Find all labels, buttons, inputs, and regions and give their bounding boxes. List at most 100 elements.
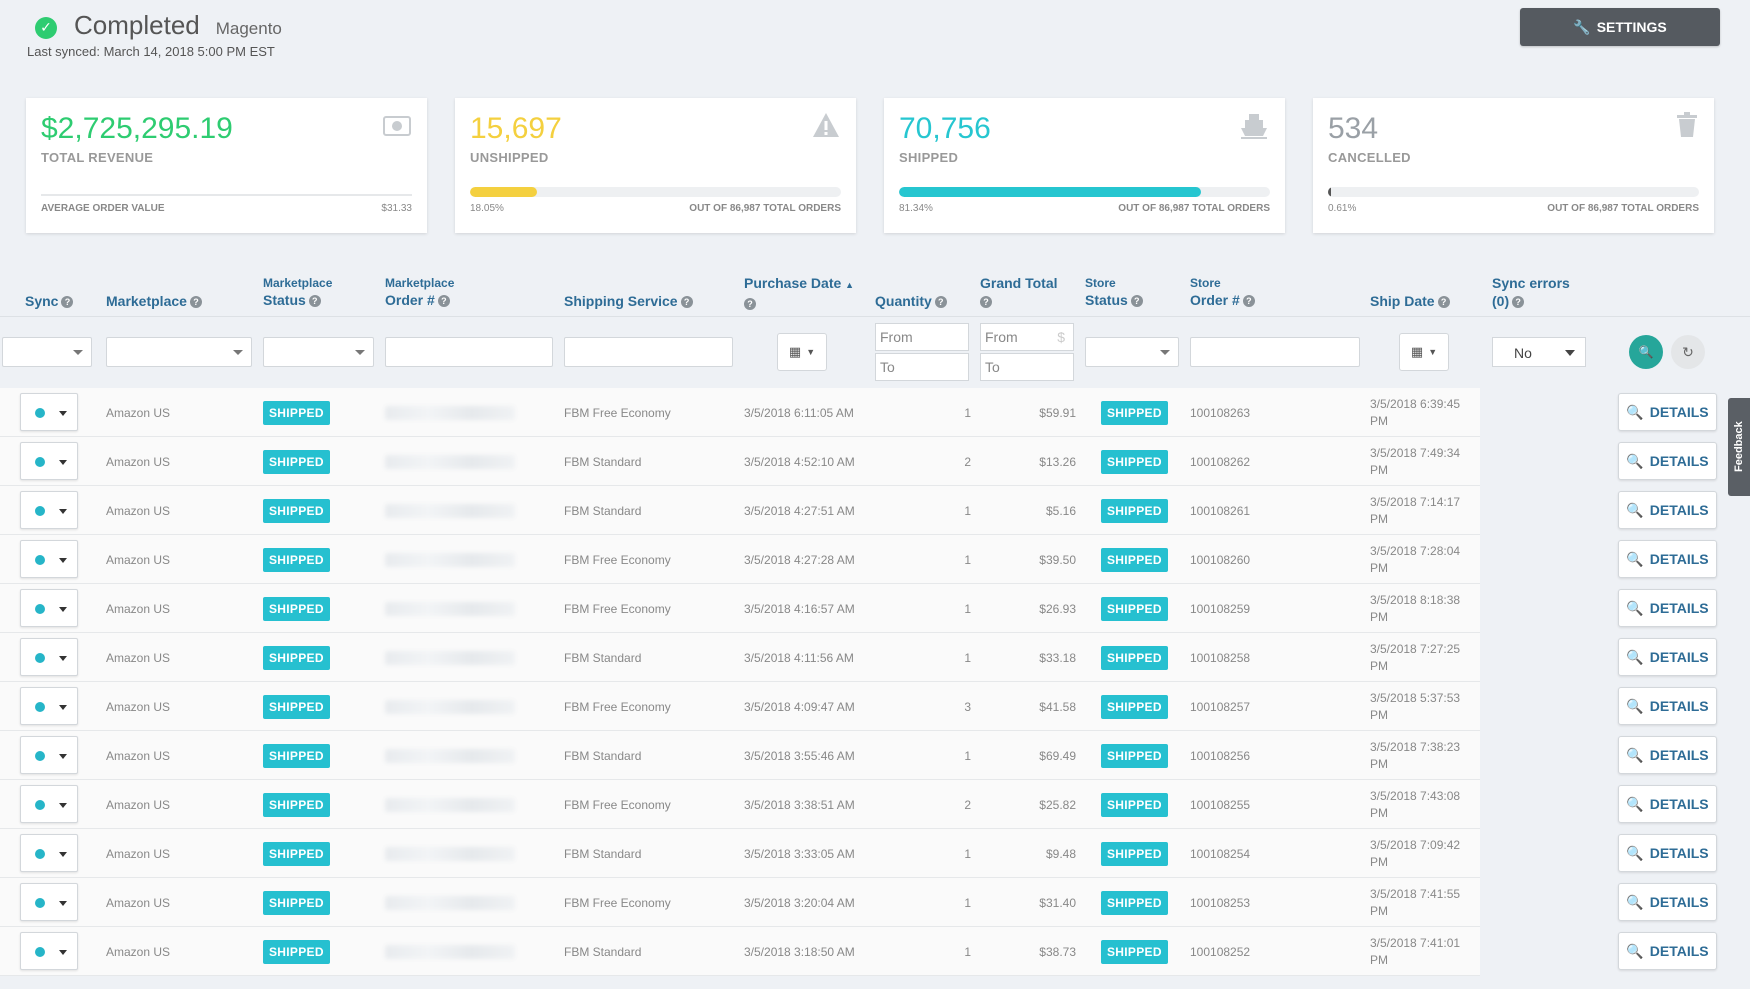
sync-dropdown[interactable] [20,932,78,970]
status-badge: SHIPPED [263,743,330,768]
shipping-service-cell: FBM Standard [564,748,642,763]
marketplace-status-cell: SHIPPED [263,829,330,878]
details-label: DETAILS [1649,943,1709,959]
col-ship-date[interactable]: Ship Date? [1370,292,1450,310]
card-foot-right: OUT OF 86,987 TOTAL ORDERS [689,203,841,214]
sync-filter-select[interactable] [2,337,92,367]
sync-dropdown[interactable] [20,736,78,774]
sync-status-dot [35,653,45,663]
col-sync-errors[interactable]: Sync errors (0)? [1492,275,1570,309]
store-status-filter-select[interactable] [1085,337,1179,367]
search-icon: 🔍 [1626,746,1644,763]
card-foot-left: 18.05% [470,203,504,214]
sync-status-dot [35,849,45,859]
sync-dropdown[interactable] [20,834,78,872]
col-sync[interactable]: Sync? [25,292,74,310]
sync-dropdown[interactable] [20,589,78,627]
col-purchase-date[interactable]: Purchase Date ▲? [744,275,855,311]
col-grand-total[interactable]: Grand Total? [980,275,1058,309]
marketplace-filter-select[interactable] [106,337,252,367]
feedback-tab[interactable]: Feedback [1728,398,1750,496]
marketplace-order-filter-input[interactable] [385,337,553,367]
sync-status-dot [35,506,45,516]
quantity-to-input[interactable]: To [875,353,969,381]
details-button[interactable]: 🔍 DETAILS [1618,834,1717,872]
sync-dropdown[interactable] [20,638,78,676]
sync-dropdown[interactable] [20,883,78,921]
details-button[interactable]: 🔍 DETAILS [1618,736,1717,774]
table-row[interactable]: Amazon US SHIPPED FBM Standard 3/5/2018 3:3… [0,829,1480,878]
details-button[interactable]: 🔍 DETAILS [1618,785,1717,823]
status-badge: SHIPPED [1101,596,1168,621]
store-status-cell: SHIPPED [1101,486,1168,535]
sync-dropdown[interactable] [20,491,78,529]
details-button[interactable]: 🔍 DETAILS [1618,540,1717,578]
details-button[interactable]: 🔍 DETAILS [1618,687,1717,725]
col-store-status[interactable]: Store Status? [1085,275,1143,309]
quantity-from-input[interactable]: From [875,323,969,351]
sync-dropdown[interactable] [20,687,78,725]
total-from-input[interactable]: From $ [980,323,1074,351]
settings-button[interactable]: 🔧 SETTINGS [1520,8,1720,46]
refresh-button[interactable]: ↻ [1671,335,1705,369]
sync-status-dot [35,751,45,761]
purchase-date-cell: 3/5/2018 4:27:51 AM [744,503,855,518]
shipping-service-filter-input[interactable] [564,337,733,367]
col-quantity[interactable]: Quantity? [875,292,947,310]
marketplace-status-filter-select[interactable] [263,337,374,367]
table-row[interactable]: Amazon US SHIPPED FBM Free Economy 3/5/2018… [0,535,1480,584]
table-row[interactable]: Amazon US SHIPPED FBM Free Economy 3/5/2018… [0,682,1480,731]
col-marketplace-status[interactable]: Marketplace Status? [263,276,333,308]
table-row[interactable]: Amazon US SHIPPED FBM Standard 3/5/2018 4:1… [0,633,1480,682]
grand-total-cell: $31.40 [1039,895,1076,910]
search-icon: 🔍 [1626,403,1644,420]
redacted-order-number [385,454,515,469]
sync-dropdown[interactable] [20,393,78,431]
details-button[interactable]: 🔍 DETAILS [1618,932,1717,970]
purchase-date-cell: 3/5/2018 3:33:05 AM [744,846,855,861]
table-row[interactable]: Amazon US SHIPPED FBM Free Economy 3/5/2018… [0,878,1480,927]
col-marketplace[interactable]: Marketplace? [106,292,202,310]
marketplace-status-cell: SHIPPED [263,682,330,731]
col-marketplace-order[interactable]: Marketplace Order #? [385,276,455,308]
details-button[interactable]: 🔍 DETAILS [1618,393,1717,431]
details-button[interactable]: 🔍 DETAILS [1618,442,1717,480]
store-order-cell: 100108263 [1190,405,1251,420]
table-row[interactable]: Amazon US SHIPPED FBM Free Economy 3/5/2018… [0,388,1480,437]
col-shipping-service[interactable]: Shipping Service? [564,292,693,310]
details-button[interactable]: 🔍 DETAILS [1618,491,1717,529]
search-button[interactable]: 🔍 [1629,335,1663,369]
details-button[interactable]: 🔍 DETAILS [1618,638,1717,676]
store-order-cell: 100108252 [1190,944,1251,959]
sync-dropdown[interactable] [20,442,78,480]
status-badge: SHIPPED [263,694,330,719]
table-row[interactable]: Amazon US SHIPPED FBM Free Economy 3/5/2018… [0,584,1480,633]
card-label: TOTAL REVENUE [41,150,154,165]
purchase-date-cell: 3/5/2018 4:16:57 AM [744,601,855,616]
table-row[interactable]: Amazon US SHIPPED FBM Standard 3/5/2018 3:5… [0,731,1480,780]
chevron-down-icon [59,852,67,857]
store-order-cell: 100108262 [1190,454,1251,469]
sync-dropdown[interactable] [20,785,78,823]
store-order-filter-input[interactable] [1190,337,1360,367]
marketplace-cell: Amazon US [106,601,171,616]
details-button[interactable]: 🔍 DETAILS [1618,589,1717,627]
store-order-cell: 100108253 [1190,895,1251,910]
table-row[interactable]: Amazon US SHIPPED FBM Standard 3/5/2018 4:2… [0,486,1480,535]
col-store-order[interactable]: Store Order #? [1190,275,1255,309]
shipping-service-cell: FBM Free Economy [564,797,671,812]
table-row[interactable]: Amazon US SHIPPED FBM Standard 3/5/2018 4:5… [0,437,1480,486]
status-badge: SHIPPED [1101,939,1168,964]
table-row[interactable]: Amazon US SHIPPED FBM Free Economy 3/5/2018… [0,780,1480,829]
details-button[interactable]: 🔍 DETAILS [1618,883,1717,921]
sync-errors-filter-select[interactable]: No [1492,337,1586,367]
details-label: DETAILS [1649,649,1709,665]
sync-dropdown[interactable] [20,540,78,578]
purchase-date-calendar-button[interactable]: ▦ ▼ [777,333,827,371]
total-to-input[interactable]: To [980,353,1074,381]
marketplace-cell: Amazon US [106,503,171,518]
ship-date-calendar-button[interactable]: ▦ ▼ [1399,333,1449,371]
status-badge: SHIPPED [263,498,330,523]
marketplace-status-cell: SHIPPED [263,927,330,976]
table-row[interactable]: Amazon US SHIPPED FBM Standard 3/5/2018 3:1… [0,927,1480,976]
